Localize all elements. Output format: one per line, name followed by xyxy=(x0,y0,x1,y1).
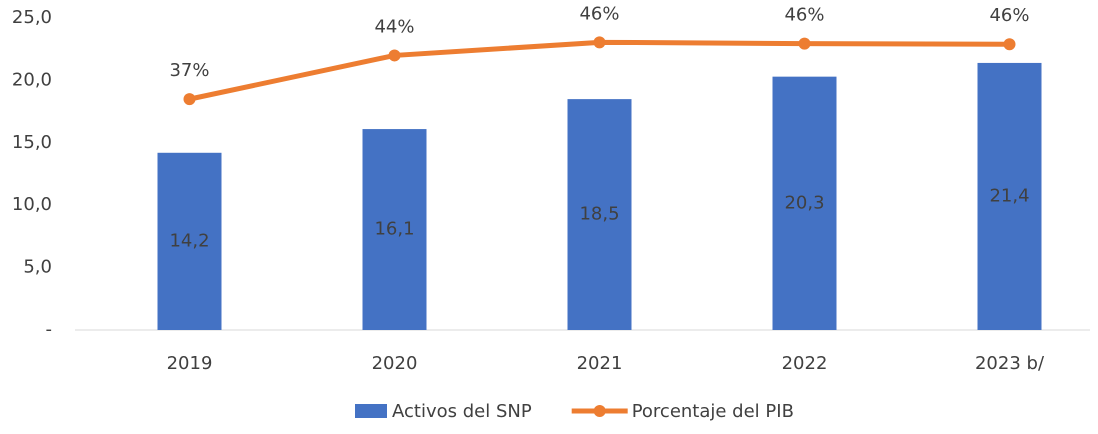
y-tick-label: 15,0 xyxy=(12,132,52,153)
x-tick-label: 2021 xyxy=(577,353,623,374)
line-point xyxy=(593,36,606,49)
bar-value-label: 21,4 xyxy=(989,185,1029,206)
bar-value-label: 14,2 xyxy=(169,230,209,251)
y-tick-label: 25,0 xyxy=(12,7,52,28)
line-point xyxy=(798,37,811,50)
line-value-label: 46% xyxy=(989,5,1029,26)
x-tick-label: 2020 xyxy=(372,353,418,374)
line-value-label: 46% xyxy=(579,3,619,24)
y-tick-label: - xyxy=(46,319,53,340)
line-value-label: 37% xyxy=(169,60,209,81)
bar xyxy=(157,152,222,330)
bar xyxy=(977,62,1042,330)
line-value-label: 46% xyxy=(784,5,824,26)
legend-swatch-dot xyxy=(593,405,606,417)
x-tick-label: 2019 xyxy=(167,353,213,374)
line-point xyxy=(183,93,196,106)
y-tick-label: 20,0 xyxy=(12,69,52,90)
bar-value-label: 20,3 xyxy=(784,192,824,213)
legend-label: Porcentaje del PIB xyxy=(632,401,794,422)
line xyxy=(188,39,1010,102)
bar xyxy=(362,129,427,330)
line-point xyxy=(388,49,401,62)
x-tick-label: 2023 b/ xyxy=(975,353,1045,374)
legend-swatch xyxy=(355,404,387,418)
bar xyxy=(772,76,837,330)
y-tick-label: 5,0 xyxy=(23,257,52,278)
bar xyxy=(567,99,632,331)
bar-value-label: 18,5 xyxy=(579,204,619,225)
legend-label: Activos del SNP xyxy=(392,401,532,422)
x-tick-label: 2022 xyxy=(782,353,828,374)
y-tick-label: 10,0 xyxy=(12,194,52,215)
line-value-label: 44% xyxy=(374,16,414,37)
bar-value-label: 16,1 xyxy=(374,219,414,240)
line-point xyxy=(1003,38,1016,51)
